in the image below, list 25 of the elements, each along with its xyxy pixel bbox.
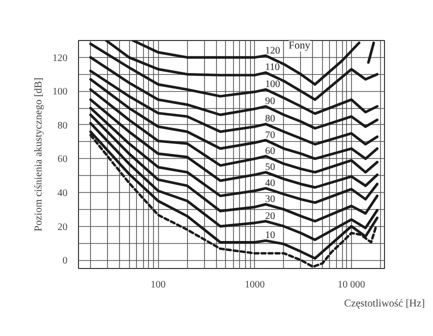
x-axis-title: Częstotliwość [Hz]	[344, 298, 425, 310]
y-tick-label: 60	[58, 154, 68, 166]
series-label: 60	[265, 146, 276, 157]
x-tick-label: 10 000	[338, 280, 366, 290]
y-tick-label: 20	[58, 222, 68, 233]
series-label: 90	[265, 96, 276, 107]
series-label: 30	[265, 194, 276, 205]
series-label: 50	[265, 162, 276, 173]
y-tick-label: 120	[52, 52, 68, 64]
y-axis-title: Poziom ciśnienia akustycznego [dB]	[34, 78, 44, 232]
series-label: 10	[265, 230, 276, 242]
x-tick-label: 100	[150, 280, 166, 290]
y-tick-label: 100	[52, 86, 68, 98]
y-tick-label: 80	[58, 120, 68, 132]
series-label: 20	[265, 210, 276, 222]
series-label: 40	[265, 178, 276, 189]
series-label: 80	[265, 114, 276, 125]
legend-title: Fony	[288, 40, 311, 52]
x-tick-label: 1000	[244, 280, 265, 290]
series-label: 100	[265, 79, 280, 90]
series-label: 120	[265, 45, 280, 56]
series-label: 70	[265, 130, 276, 141]
series-label: 110	[265, 62, 280, 74]
y-tick-label: 0	[62, 256, 68, 267]
y-tick-label: 40	[58, 188, 68, 199]
